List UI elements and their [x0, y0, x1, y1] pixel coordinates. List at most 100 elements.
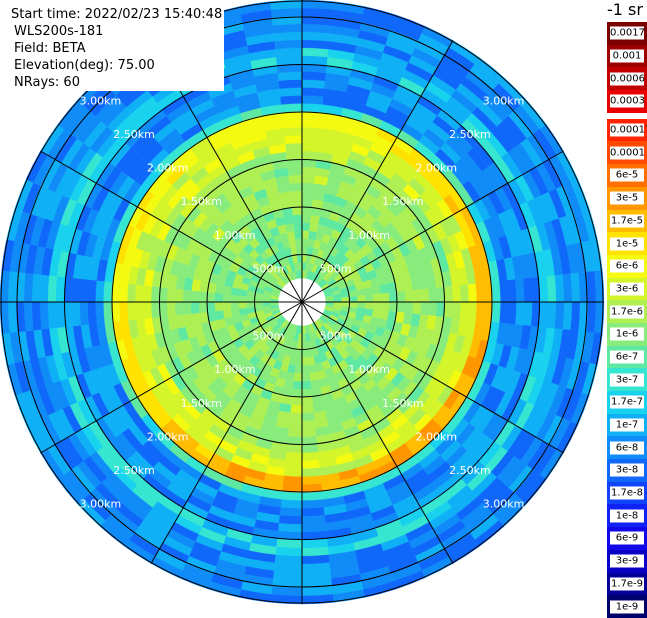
range-gate-cell — [254, 301, 263, 308]
colorbar-label: 0.0017 — [610, 26, 645, 40]
range-gate-cell — [301, 357, 309, 366]
range-gate-cell — [23, 272, 34, 303]
colorbar-cell: 0.0017 — [607, 22, 647, 45]
range-gate-cell — [301, 491, 323, 501]
range-gate-cell — [285, 451, 303, 462]
range-gate-cell — [79, 278, 89, 303]
range-label: 500m — [253, 330, 285, 343]
colorbar-cell: 1.7e-9 — [607, 572, 647, 596]
range-gate-cell — [333, 297, 342, 303]
range-gate-cell — [554, 274, 565, 303]
range-gate-cell — [55, 301, 66, 328]
range-gate-cell — [126, 283, 137, 303]
range-gate-cell — [301, 562, 331, 573]
range-label: 1.50km — [382, 195, 424, 208]
colorbar-label: 1e-8 — [610, 509, 644, 523]
range-label: 1.00km — [214, 229, 256, 242]
range-gate-cell — [523, 277, 533, 303]
colorbar-cell: 1e-5 — [607, 232, 647, 255]
range-gate-cell — [286, 230, 296, 241]
range-gate-cell — [546, 275, 557, 303]
range-label: 1.00km — [348, 363, 390, 376]
range-label: 2.50km — [113, 464, 155, 477]
range-gate-cell — [7, 301, 18, 333]
range-gate-cell — [278, 515, 303, 525]
range-gate-cell — [278, 79, 303, 89]
range-gate-cell — [285, 150, 303, 160]
range-gate-cell — [301, 388, 313, 398]
colorbar-cell: 3e-9 — [607, 549, 647, 573]
range-gate-cell — [31, 301, 42, 331]
range-gate-cell — [222, 309, 233, 319]
range-gate-cell — [371, 285, 382, 295]
range-gate-cell — [287, 166, 303, 176]
range-gate-cell — [301, 349, 309, 358]
range-gate-cell — [282, 475, 303, 485]
range-label: 1.00km — [214, 363, 256, 376]
range-gate-cell — [365, 294, 374, 303]
range-label: 500m — [320, 330, 352, 343]
ppi-scan-plot: 500m 500m 500m 500m 1.00km 1.00km 1.00km 1.00km… — [0, 0, 605, 605]
range-gate-cell — [309, 371, 319, 382]
range-gate-cell — [515, 301, 525, 326]
range-gate-cell — [39, 274, 50, 303]
azimuth-spokes — [0, 0, 604, 604]
range-gate-cell — [23, 301, 34, 332]
range-gate-cell — [301, 126, 321, 137]
range-gate-cell — [279, 507, 303, 517]
range-gate-cell — [507, 279, 517, 303]
range-gate-cell — [301, 459, 320, 470]
range-gate-cell — [291, 206, 303, 216]
range-gate-cell — [404, 290, 414, 303]
range-gate-cell — [301, 119, 322, 129]
range-gate-cell — [182, 289, 192, 303]
range-gate-cell — [301, 87, 325, 97]
start-time-text: Start time: 2022/02/23 15:40:48 — [9, 6, 225, 23]
range-gate-cell — [301, 586, 333, 597]
range-gate-cell — [301, 412, 315, 422]
colorbar-cell: 6e-8 — [607, 436, 647, 460]
range-gate-cell — [301, 444, 319, 454]
colorbar-label: 1e-7 — [610, 418, 644, 432]
range-gate-cell — [507, 301, 517, 325]
range-label: 500m — [253, 262, 285, 275]
range-gate-cell — [280, 499, 303, 509]
range-gate-cell — [285, 222, 295, 233]
range-gate-cell — [562, 301, 573, 331]
range-gate-cell — [55, 276, 66, 303]
range-gate-cell — [126, 301, 137, 321]
range-gate-cell — [198, 290, 208, 303]
azimuth-spoke — [301, 301, 564, 454]
range-gate-cell — [277, 71, 303, 81]
range-gate-cell — [119, 282, 129, 303]
azimuth-spoke — [301, 301, 454, 564]
range-label: 3.00km — [483, 94, 525, 107]
range-gate-cell — [198, 301, 208, 314]
range-gate-cell — [301, 39, 330, 50]
range-gate-cell — [283, 467, 303, 478]
range-gate-cell — [301, 222, 311, 232]
range-gate-cell — [288, 420, 303, 430]
range-gate-cell — [71, 301, 81, 327]
colorbar-cell: 6e-5 — [607, 164, 647, 187]
colorbar-cell: 0.00017 — [607, 118, 647, 142]
range-gate-cell — [288, 174, 303, 184]
range-gate-cell — [388, 291, 398, 303]
range-gate-cell — [570, 272, 581, 303]
range-gate-cell — [281, 103, 303, 113]
range-gate-cell — [301, 428, 317, 438]
colorbar-label: 6e-6 — [610, 259, 644, 273]
range-gate-cell — [349, 295, 358, 303]
colorbar-cell: 1e-8 — [607, 504, 647, 528]
range-gate-cell — [357, 301, 366, 309]
range-label: 2.50km — [449, 464, 491, 477]
range-gate-cell — [379, 283, 390, 294]
range-gate-cell — [301, 174, 316, 184]
colorbar-label: 6e-8 — [610, 441, 644, 455]
colorbar-cell: 6e-7 — [607, 345, 647, 369]
range-gate-cell — [284, 459, 303, 470]
range-gate-cell — [444, 285, 454, 303]
range-gate-cell — [515, 278, 525, 303]
range-gate-cell — [301, 166, 317, 176]
range-gate-cell — [275, 47, 303, 58]
